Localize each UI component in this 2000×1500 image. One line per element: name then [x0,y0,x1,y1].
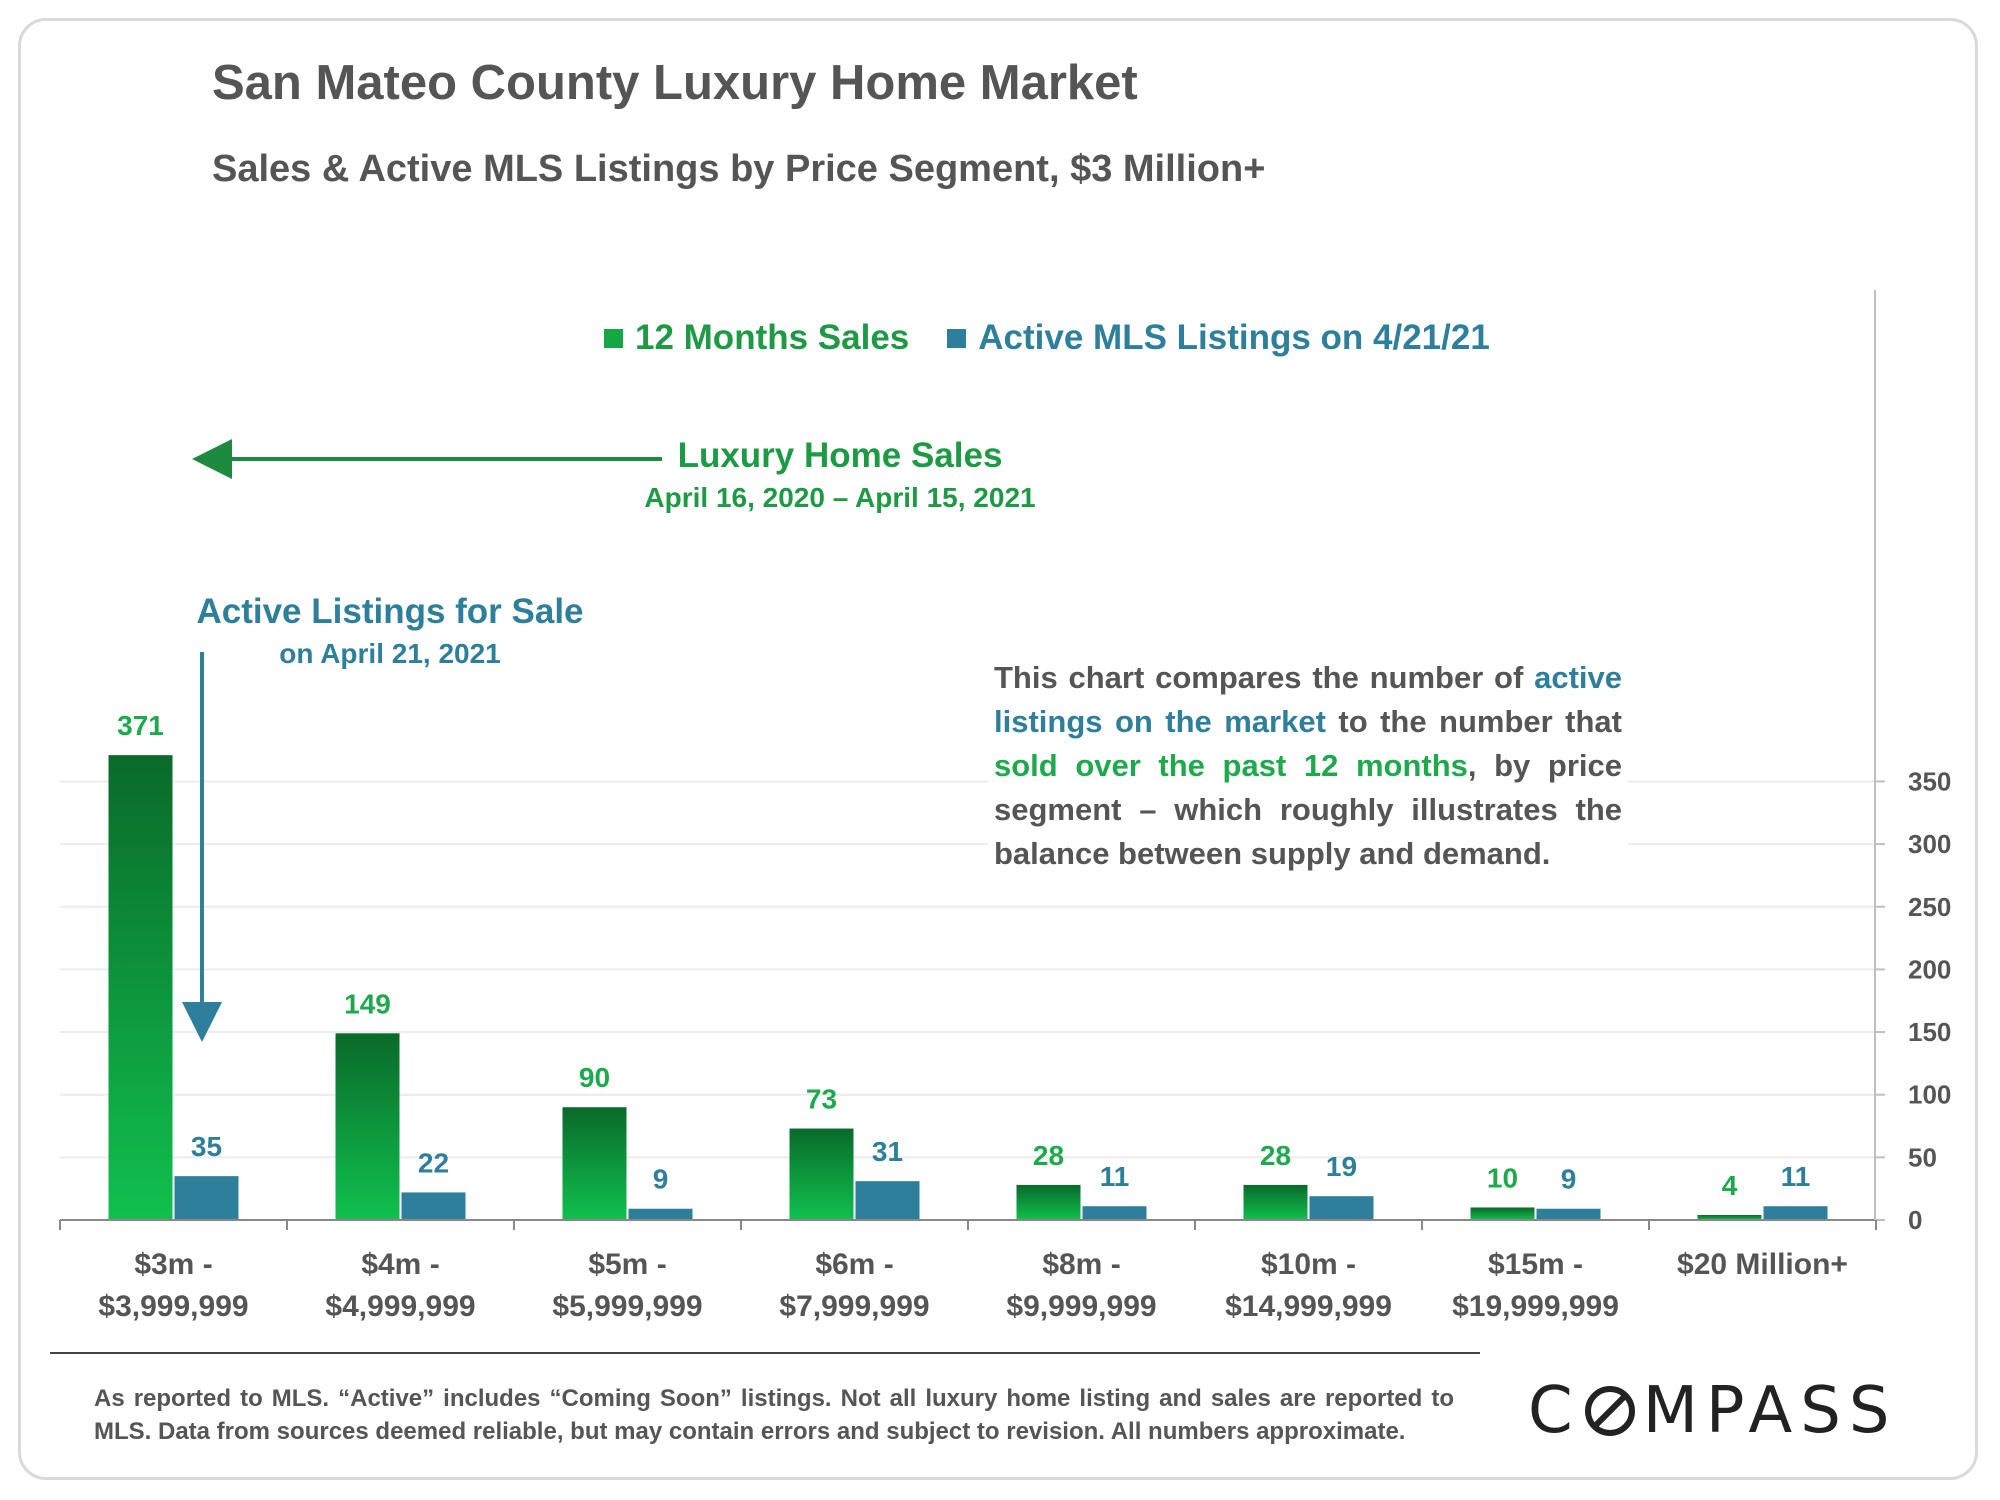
bar-sales [562,1107,627,1220]
x-category-label: $4,999,999 [325,1290,475,1323]
x-category-label: $20 Million+ [1677,1248,1848,1281]
data-label-sales: 371 [117,710,164,741]
bar-active [1536,1208,1601,1220]
footer-divider [50,1352,1480,1354]
x-category-label: $3,999,999 [98,1290,248,1323]
data-label-active: 9 [1561,1164,1577,1195]
legend-label-active: Active MLS Listings on 4/21/21 [978,318,1490,357]
x-category-label: $10m - [1261,1248,1356,1281]
axes [59,290,1885,1230]
data-label-active: 22 [418,1147,449,1178]
note-part: to the number that [1325,704,1622,739]
bar-sales [1016,1184,1081,1220]
legend-swatch-sales [604,328,623,348]
sales-annotation-title: Luxury Home Sales [677,436,1003,475]
logo-text-left: C [1528,1374,1581,1448]
y-tick-label: 250 [1908,892,1951,922]
data-label-sales: 73 [806,1084,837,1115]
sales-annotation: Luxury Home Sales April 16, 2020 – April… [600,436,1080,514]
y-tick-label: 50 [1908,1142,1937,1172]
x-category-label: $8m - [1042,1248,1120,1281]
data-label-sales: 28 [1033,1140,1064,1171]
y-tick-label: 200 [1908,954,1951,984]
y-tick-label: 300 [1908,829,1951,859]
note-part: This chart compares the number of [994,660,1535,695]
bar-sales [1697,1214,1762,1220]
bar-active [174,1176,239,1220]
data-label-sales: 10 [1487,1162,1518,1193]
footnote: As reported to MLS. “Active” includes “C… [94,1385,1454,1445]
x-category-label: $5,999,999 [552,1290,702,1323]
data-label-active: 11 [1781,1161,1811,1192]
note-part-sales: sold over the past 12 months [994,748,1468,783]
x-category-label: $4m - [361,1248,439,1281]
y-tick-label: 0 [1908,1205,1922,1235]
data-label-sales: 149 [344,988,391,1019]
x-category-label: $6m - [815,1248,893,1281]
data-label-active: 35 [191,1131,222,1162]
chart-subtitle: Sales & Active MLS Listings by Price Seg… [212,148,1266,190]
legend-swatch-active [947,328,967,348]
bar-sales [335,1033,400,1220]
x-category-label: $5m - [588,1248,666,1281]
category-labels: $3m - $3,999,999 $4m - $4,999,999 $5m - $5,99… [98,1248,1848,1323]
logo-text-right: MPASS [1642,1374,1898,1448]
x-category-label: $19,999,999 [1452,1290,1619,1323]
active-annotation: Active Listings for Sale on April 21, 20… [190,592,590,670]
tick-labels: 0 50 100 150 200 250 300 350 [1908,766,1951,1235]
x-category-label: $3m - [134,1248,212,1281]
y-tick-label: 350 [1908,766,1951,796]
bars [108,755,1828,1220]
x-category-label: $14,999,999 [1225,1290,1392,1323]
value-labels: 371 35 149 22 90 9 73 31 28 11 28 19 10 9 4 11 [117,710,1810,1201]
data-label-active: 11 [1100,1161,1130,1192]
x-category-label: $9,999,999 [1006,1290,1156,1323]
chart-title: San Mateo County Luxury Home Market [212,56,1138,110]
data-label-sales: 28 [1260,1140,1291,1171]
data-label-active: 9 [653,1164,669,1195]
data-label-sales: 4 [1722,1170,1738,1201]
compass-o-icon [1584,1386,1635,1436]
data-label-active: 19 [1326,1151,1357,1182]
bar-active [1763,1206,1828,1220]
bar-sales [789,1128,854,1220]
legend-label-sales: 12 Months Sales [635,318,910,357]
bar-active [1309,1196,1374,1220]
sales-annotation-dates: April 16, 2020 – April 15, 2021 [644,482,1036,513]
data-label-sales: 90 [579,1062,610,1093]
legend-item-sales: 12 Months Sales [604,318,909,358]
bar-sales [108,755,173,1220]
x-category-label: $15m - [1488,1248,1583,1281]
bar-active [1082,1206,1147,1220]
y-tick-label: 150 [1908,1017,1951,1047]
data-label-active: 31 [872,1136,903,1167]
note-part: , by price segment – which roughly illus… [994,748,1623,871]
bar-active [855,1181,920,1220]
x-category-label: $7,999,999 [779,1290,929,1323]
bar-active [628,1208,693,1220]
active-annotation-title: Active Listings for Sale [196,592,584,631]
legend-item-active: Active MLS Listings on 4/21/21 [947,318,1490,358]
bar-sales [1243,1184,1308,1220]
bar-active [401,1192,466,1220]
legend: 12 Months Sales Active MLS Listings on 4… [604,318,1528,358]
active-annotation-date: on April 21, 2021 [279,638,501,669]
compass-logo: C MPASS [1528,1374,1897,1448]
y-tick-label: 100 [1908,1080,1951,1110]
explanation-note: This chart compares the number of active… [988,656,1628,876]
note-part-active: active listings on the market [994,660,1622,739]
bar-sales [1470,1207,1535,1220]
